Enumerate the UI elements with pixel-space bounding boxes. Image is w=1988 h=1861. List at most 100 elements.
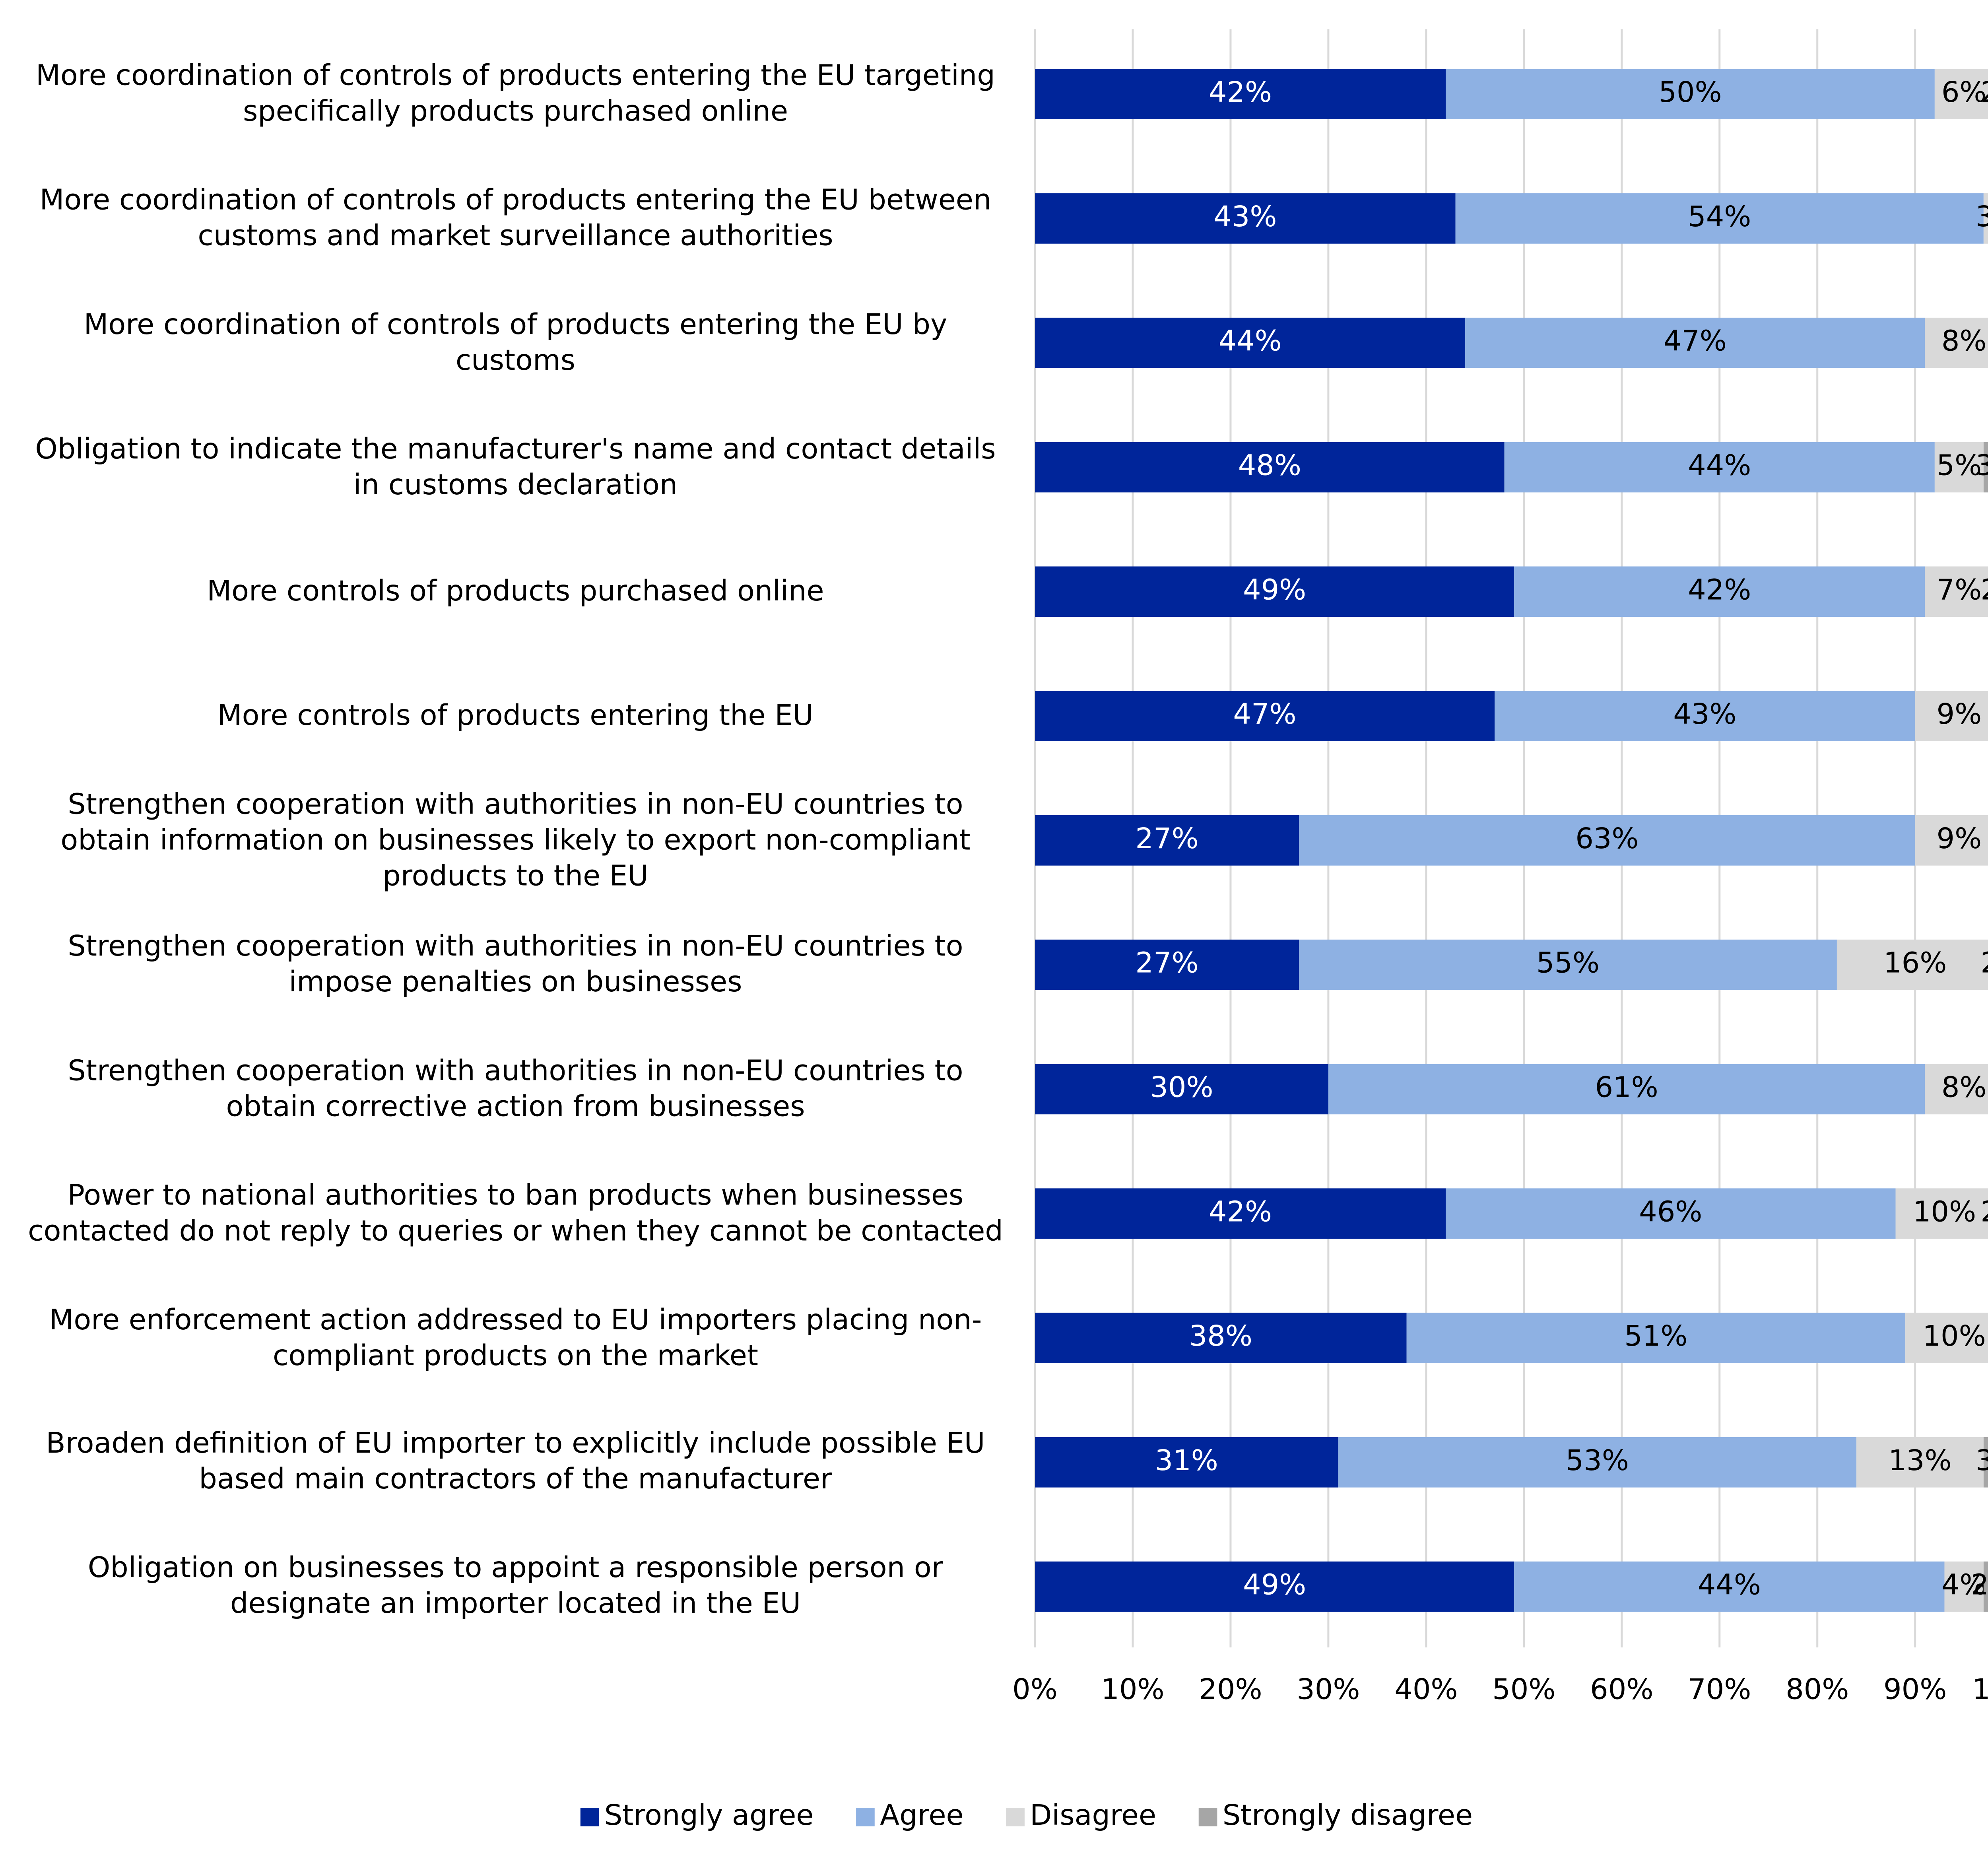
data-label: 27% <box>1135 822 1198 855</box>
data-label: 16% <box>1883 946 1947 979</box>
data-label: 2% <box>1980 946 1988 979</box>
data-label: 50% <box>1658 75 1722 109</box>
y-tick-label: Obligation on businesses to appoint a re… <box>87 1552 944 1621</box>
data-label: 4% <box>1941 1568 1987 1601</box>
legend-swatch <box>1198 1808 1217 1826</box>
bar-segment <box>1035 815 1299 866</box>
bar-segment <box>1406 1313 1906 1363</box>
y-tick-label: Strengthen cooperation with authorities … <box>60 788 971 893</box>
y-tick-label: Strengthen cooperation with authorities … <box>68 1055 963 1124</box>
bar-segment <box>1338 1437 1857 1488</box>
data-label: 10% <box>1913 1195 1976 1228</box>
data-label: 49% <box>1243 573 1306 606</box>
bar-segment <box>1035 69 1446 119</box>
legend-label: Strongly disagree <box>1223 1798 1473 1832</box>
data-label: 1% <box>1986 1070 1988 1103</box>
data-label: 3% <box>1976 200 1988 233</box>
bar-segment <box>1299 815 1915 866</box>
category-label-box: Strengthen cooperation with authorities … <box>60 788 971 893</box>
bar-segment <box>1925 1064 1988 1115</box>
data-label: 42% <box>1688 573 1751 606</box>
bar-segment <box>1299 939 1837 990</box>
data-label: 44% <box>1688 449 1751 482</box>
bar-segment <box>1495 691 1915 741</box>
bar-segment <box>1035 317 1466 368</box>
bar-segment <box>1983 193 1988 244</box>
x-tick-label: 0% <box>1012 1672 1058 1706</box>
bar-segment <box>1035 1561 1514 1612</box>
data-label: 1% <box>1986 324 1988 357</box>
data-label: 48% <box>1238 449 1301 482</box>
y-tick-label: More controls of products entering the E… <box>217 699 814 733</box>
bar-segment <box>1328 1064 1925 1115</box>
x-tick-label: 10% <box>1101 1672 1164 1706</box>
data-label: 43% <box>1213 200 1277 233</box>
bar-segment <box>1983 1437 1988 1488</box>
y-tick-label: More coordination of controls of product… <box>83 308 947 377</box>
data-label: 43% <box>1673 697 1736 730</box>
bar-segment <box>1983 1561 1988 1612</box>
bar-segment <box>1035 1064 1328 1115</box>
y-tick-label: More enforcement action addressed to EU … <box>49 1303 982 1373</box>
bar-segment <box>1905 1313 1988 1363</box>
x-tick-label: 60% <box>1590 1672 1653 1706</box>
legend-label: Disagree <box>1030 1798 1156 1832</box>
category-label-box: Obligation to indicate the manufacturer'… <box>35 433 996 501</box>
data-label: 63% <box>1575 822 1639 855</box>
y-tick-label: More coordination of controls of product… <box>39 184 992 253</box>
data-label: 13% <box>1888 1443 1951 1477</box>
data-label: 49% <box>1243 1568 1306 1601</box>
category-label-box: Strengthen cooperation with authorities … <box>68 1055 963 1124</box>
data-label: 30% <box>1150 1070 1213 1103</box>
category-label-box: Broaden definition of EU importer to exp… <box>46 1428 985 1497</box>
legend-label: Strongly agree <box>604 1798 814 1832</box>
data-label: 2% <box>1980 75 1988 109</box>
data-label: 44% <box>1219 324 1282 357</box>
data-label: 2% <box>1971 1568 1988 1601</box>
y-tick-label: Broaden definition of EU importer to exp… <box>46 1428 985 1497</box>
y-tick-label: More controls of products purchased onli… <box>207 575 824 608</box>
data-label: 1% <box>1986 822 1988 855</box>
data-label: 2% <box>1980 573 1988 606</box>
x-tick-label: 20% <box>1199 1672 1262 1706</box>
category-label-box: More enforcement action addressed to EU … <box>49 1303 982 1373</box>
data-label: 3% <box>1976 449 1988 482</box>
x-tick-label: 70% <box>1688 1672 1751 1706</box>
bar-segment <box>1925 317 1988 368</box>
bar-segment <box>1514 566 1925 617</box>
data-label: 6% <box>1941 75 1987 109</box>
category-label-box: Power to national authorities to ban pro… <box>28 1179 1003 1248</box>
bar-segment <box>1035 939 1299 990</box>
bar-segment <box>1035 566 1514 617</box>
data-label: 9% <box>1937 822 1982 855</box>
bar-segment <box>1934 69 1988 119</box>
data-label: 1% <box>1986 697 1988 730</box>
legend-swatch <box>856 1808 875 1826</box>
bar-segment <box>1455 193 1984 244</box>
bar-segment <box>1983 442 1988 493</box>
legend-swatch <box>1006 1808 1025 1826</box>
x-tick-label: 80% <box>1786 1672 1849 1706</box>
bar-segment <box>1925 566 1988 617</box>
data-label: 47% <box>1664 324 1727 357</box>
bar-segment <box>1944 1561 1984 1612</box>
bar-segment <box>1035 193 1456 244</box>
data-label: 42% <box>1209 1195 1272 1228</box>
category-label-box: More controls of products purchased onli… <box>207 575 824 608</box>
category-label-box: More coordination of controls of product… <box>36 60 995 128</box>
legend-swatch <box>580 1808 599 1826</box>
data-label: 7% <box>1937 573 1982 606</box>
data-label: 8% <box>1941 324 1987 357</box>
bar-segment <box>1035 691 1495 741</box>
bar-segment <box>1934 442 1984 493</box>
bar-segment <box>1035 1188 1446 1239</box>
bar-segment <box>1915 815 1988 866</box>
data-label: 51% <box>1624 1319 1687 1352</box>
data-label: 54% <box>1688 200 1751 233</box>
bar-segment <box>1895 1188 1988 1239</box>
x-tick-label: 50% <box>1492 1672 1555 1706</box>
bar-segment <box>1504 442 1935 493</box>
bar-segment <box>1035 1437 1338 1488</box>
